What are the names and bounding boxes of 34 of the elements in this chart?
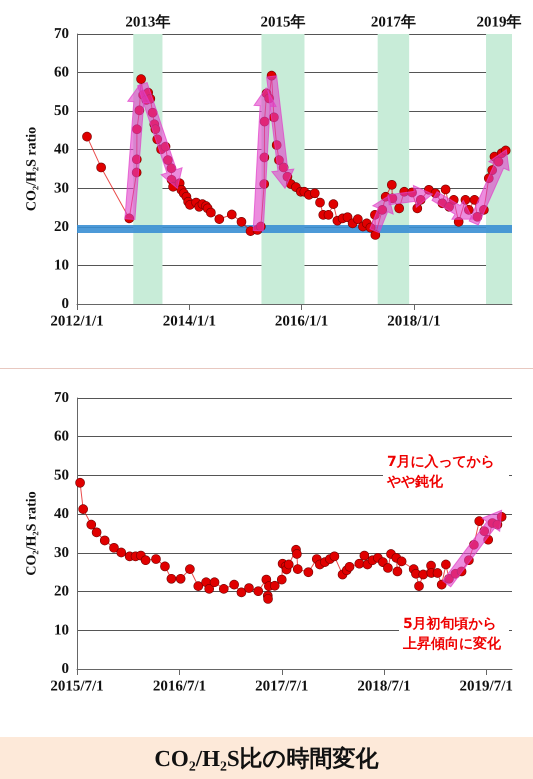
y-tick-label: 40 [54, 142, 69, 158]
x-tick-label: 2014/1/1 [162, 314, 216, 330]
x-tick-label: 2012/1/1 [50, 314, 104, 330]
x-tick-label: 2019/7/1 [460, 678, 513, 694]
y-axis-title: CO₂/H₂S ratio [24, 491, 40, 576]
y-tick-label: 60 [54, 428, 69, 445]
text: CO₂/H₂S比の時間変化 [0, 737, 533, 779]
y-axis-title: CO₂/H₂S ratio [24, 126, 40, 212]
x-tick-label: 2015/7/1 [50, 678, 104, 694]
band-label: 2017年 [370, 14, 416, 30]
y-tick-label: 40 [54, 506, 69, 522]
y-tick-label: 0 [62, 661, 69, 677]
x-tick-label: 2018/1/1 [387, 314, 441, 330]
y-tick-label: 60 [54, 64, 69, 81]
y-tick-label: 70 [54, 26, 69, 42]
x-tick-label: 2016/1/1 [274, 314, 328, 330]
y-tick-label: 30 [54, 180, 69, 196]
y-tick-label: 30 [54, 544, 69, 561]
x-tick-label: 2018/7/1 [357, 678, 411, 694]
annotation: 7月に入ってからやや鈍化 [386, 454, 495, 490]
band-label: 2013年 [125, 14, 170, 30]
y-tick-label: 10 [54, 622, 69, 638]
y-tick-label: 20 [54, 584, 69, 600]
y-tick-label: 20 [54, 218, 69, 235]
x-tick-label: 2016/7/1 [152, 678, 206, 694]
y-tick-label: 70 [54, 390, 69, 406]
y-tick-label: 50 [54, 103, 69, 120]
y-tick-label: 50 [54, 467, 69, 484]
band-label: 2015年 [260, 14, 306, 30]
band-label: 2019年 [476, 14, 522, 30]
annotation: 5月初旬頃から上昇傾向に変化 [402, 615, 502, 652]
y-tick-label: 10 [54, 257, 69, 274]
x-tick-label: 2017/7/1 [255, 678, 308, 694]
y-tick-label: 0 [62, 296, 69, 312]
